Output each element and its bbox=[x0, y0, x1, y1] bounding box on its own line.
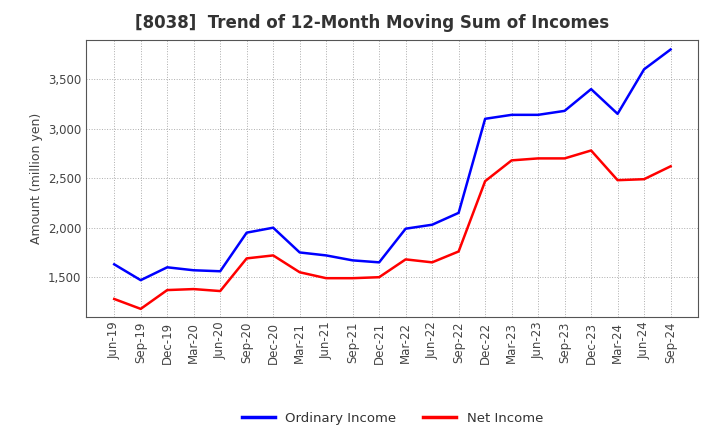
Net Income bbox=[269, 253, 277, 258]
Ordinary Income bbox=[189, 268, 198, 273]
Net Income bbox=[560, 156, 569, 161]
Ordinary Income bbox=[163, 264, 171, 270]
Net Income bbox=[163, 287, 171, 293]
Net Income bbox=[322, 275, 330, 281]
Ordinary Income bbox=[136, 278, 145, 283]
Ordinary Income bbox=[110, 262, 119, 267]
Net Income bbox=[454, 249, 463, 254]
Ordinary Income bbox=[454, 210, 463, 216]
Net Income bbox=[640, 176, 649, 182]
Net Income bbox=[110, 297, 119, 302]
Ordinary Income bbox=[322, 253, 330, 258]
Legend: Ordinary Income, Net Income: Ordinary Income, Net Income bbox=[242, 412, 543, 425]
Ordinary Income bbox=[560, 108, 569, 114]
Net Income bbox=[216, 289, 225, 294]
Ordinary Income bbox=[666, 47, 675, 52]
Net Income bbox=[666, 164, 675, 169]
Ordinary Income bbox=[428, 222, 436, 227]
Net Income bbox=[587, 148, 595, 153]
Net Income bbox=[189, 286, 198, 292]
Ordinary Income bbox=[243, 230, 251, 235]
Ordinary Income bbox=[587, 86, 595, 92]
Ordinary Income bbox=[534, 112, 542, 117]
Ordinary Income bbox=[348, 258, 357, 263]
Y-axis label: Amount (million yen): Amount (million yen) bbox=[30, 113, 42, 244]
Ordinary Income bbox=[295, 250, 304, 255]
Ordinary Income bbox=[216, 268, 225, 274]
Ordinary Income bbox=[508, 112, 516, 117]
Text: [8038]  Trend of 12-Month Moving Sum of Incomes: [8038] Trend of 12-Month Moving Sum of I… bbox=[135, 15, 610, 33]
Net Income bbox=[508, 158, 516, 163]
Net Income bbox=[534, 156, 542, 161]
Line: Ordinary Income: Ordinary Income bbox=[114, 49, 670, 280]
Net Income bbox=[428, 260, 436, 265]
Ordinary Income bbox=[481, 116, 490, 121]
Ordinary Income bbox=[613, 111, 622, 117]
Ordinary Income bbox=[375, 260, 384, 265]
Ordinary Income bbox=[269, 225, 277, 231]
Ordinary Income bbox=[401, 226, 410, 231]
Net Income bbox=[295, 270, 304, 275]
Net Income bbox=[613, 177, 622, 183]
Net Income bbox=[348, 275, 357, 281]
Line: Net Income: Net Income bbox=[114, 150, 670, 309]
Net Income bbox=[481, 179, 490, 184]
Ordinary Income bbox=[640, 66, 649, 72]
Net Income bbox=[375, 275, 384, 280]
Net Income bbox=[401, 257, 410, 262]
Net Income bbox=[136, 306, 145, 312]
Net Income bbox=[243, 256, 251, 261]
